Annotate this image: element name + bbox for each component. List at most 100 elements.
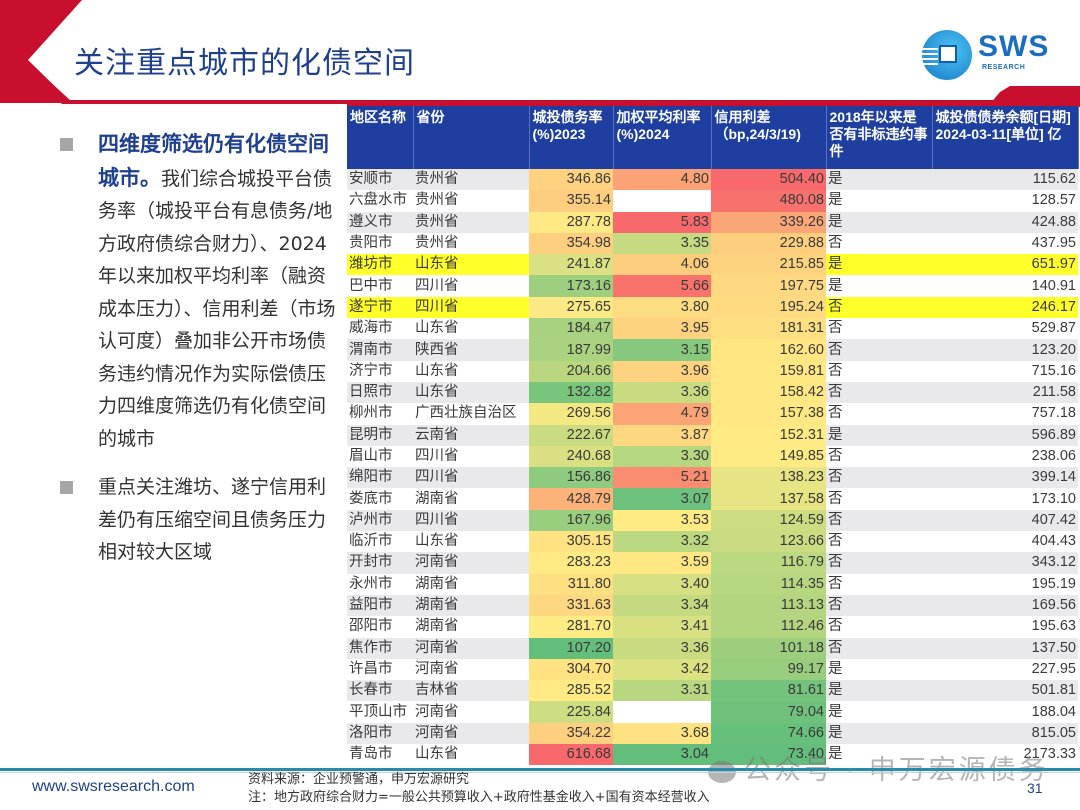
cell-city: 永州市 — [347, 573, 413, 595]
cell-province: 云南省 — [413, 424, 529, 446]
table-row: 眉山市 四川省 240.68 3.30 149.85 否 238.06 — [347, 445, 1078, 468]
cell-rate: 3.53 — [613, 509, 711, 532]
formula-note: 注：地方政府综合财力=一般公共预算收入+政府性基金收入+国有资本经营收入 — [248, 790, 710, 805]
cell-balance: 211.58 — [932, 381, 1078, 404]
cell-spread: 339.26 — [711, 211, 826, 233]
cell-rate: 3.42 — [613, 658, 711, 681]
cell-debt-ratio: 187.99 — [529, 339, 613, 361]
cell-debt-ratio: 275.65 — [529, 296, 613, 319]
cell-balance: 246.17 — [932, 296, 1078, 319]
cell-spread: 81.61 — [711, 680, 826, 702]
table-row: 日照市 山东省 132.82 3.36 158.42 否 211.58 — [347, 381, 1078, 404]
bullet-emphasis: 四维度筛选仍有化债空间城市。 — [98, 132, 329, 190]
cell-spread: 215.85 — [711, 254, 826, 276]
cell-city: 临沂市 — [347, 531, 413, 553]
cell-debt-ratio: 167.96 — [529, 509, 613, 532]
cell-rate: 3.68 — [613, 722, 711, 745]
table-row: 贵阳市 贵州省 354.98 3.35 229.88 否 437.95 — [347, 232, 1078, 255]
cell-province: 湖南省 — [413, 616, 529, 638]
logo-subtext: RESEARCH — [982, 64, 1026, 71]
cell-debt-ratio: 616.68 — [529, 744, 613, 766]
bullet-square-icon — [60, 138, 73, 151]
red-corner — [990, 86, 1080, 104]
footer-url-link[interactable]: www.swsresearch.com — [32, 778, 195, 795]
cell-province: 山东省 — [413, 381, 529, 404]
cell-city: 洛阳市 — [347, 722, 413, 745]
cell-spread: 116.79 — [711, 552, 826, 574]
cell-debt-ratio: 285.52 — [529, 680, 613, 702]
cell-spread: 504.40 — [711, 169, 826, 191]
cell-debt-ratio: 156.86 — [529, 467, 613, 489]
cell-rate: 3.59 — [613, 552, 711, 574]
cell-debt-ratio: 304.70 — [529, 658, 613, 681]
cell-balance: 188.04 — [932, 701, 1078, 723]
cell-spread: 137.58 — [711, 488, 826, 510]
cell-default: 是 — [826, 744, 932, 766]
cell-debt-ratio: 354.98 — [529, 232, 613, 255]
cell-spread: 113.13 — [711, 594, 826, 617]
cell-province: 吉林省 — [413, 680, 529, 702]
cell-province: 河南省 — [413, 637, 529, 659]
cell-balance: 399.14 — [932, 467, 1078, 489]
cell-city: 焦作市 — [347, 637, 413, 659]
cell-city: 安顺市 — [347, 169, 413, 191]
cell-city: 六盘水市 — [347, 190, 413, 212]
table-row: 开封市 河南省 283.23 3.59 116.79 否 343.12 — [347, 552, 1078, 574]
table-row: 六盘水市 贵州省 355.14 480.08 是 128.57 — [347, 190, 1078, 212]
table-header-row: 地区名称 省份 城投债务率(%)2023 加权平均利率(%)2024 信用利差（… — [347, 106, 1079, 169]
cell-default: 是 — [826, 424, 932, 446]
cell-balance: 501.81 — [932, 680, 1078, 702]
footer-notes: 资料来源：企业预警通，申万宏源研究 注：地方政府综合财力=一般公共预算收入+政府… — [248, 771, 710, 807]
cell-default: 否 — [826, 594, 932, 617]
col-header-city: 地区名称 — [347, 106, 414, 169]
table-row: 昆明市 云南省 222.67 3.87 152.31 是 596.89 — [347, 424, 1078, 446]
cell-balance: 123.20 — [932, 339, 1078, 361]
cell-rate — [613, 190, 711, 212]
cell-province: 河南省 — [413, 658, 529, 681]
col-header-spread: 信用利差（bp,24/3/19) — [711, 106, 827, 169]
cell-rate: 3.04 — [613, 744, 711, 766]
cell-province: 湖南省 — [413, 594, 529, 617]
cell-province: 山东省 — [413, 744, 529, 766]
cell-rate: 3.36 — [613, 637, 711, 659]
cell-balance: 2173.33 — [932, 744, 1078, 766]
summary-panel: 四维度筛选仍有化债空间城市。我们综合城投平台债务率（城投平台有息债务/地方政府债… — [60, 128, 342, 585]
cell-debt-ratio: 331.63 — [529, 594, 613, 617]
cell-default: 是 — [826, 701, 932, 723]
cell-spread: 159.81 — [711, 360, 826, 382]
col-header-debt-ratio: 城投债务率(%)2023 — [529, 106, 614, 169]
cell-debt-ratio: 428.79 — [529, 488, 613, 510]
cell-city: 柳州市 — [347, 403, 413, 425]
table-row: 遵义市 贵州省 287.78 5.83 339.26 是 424.88 — [347, 211, 1078, 233]
cell-default: 是 — [826, 680, 932, 702]
cell-spread: 162.60 — [711, 339, 826, 361]
cell-balance: 169.56 — [932, 594, 1078, 617]
cell-rate: 3.32 — [613, 531, 711, 553]
table-top-rule — [347, 104, 1080, 107]
cell-default: 否 — [826, 360, 932, 382]
cell-default: 否 — [826, 296, 932, 319]
cell-city: 平顶山市 — [347, 701, 413, 723]
page-title: 关注重点城市的化债空间 — [74, 46, 415, 81]
cell-rate: 3.35 — [613, 232, 711, 255]
cell-debt-ratio: 173.16 — [529, 275, 613, 297]
cell-city: 渭南市 — [347, 339, 413, 361]
sws-logo: SWS RESEARCH — [922, 28, 1062, 84]
table-row: 渭南市 陕西省 187.99 3.15 162.60 否 123.20 — [347, 339, 1078, 361]
table-row: 许昌市 河南省 304.70 3.42 99.17 是 227.95 — [347, 658, 1078, 681]
col-header-rate: 加权平均利率(%)2024 — [613, 106, 712, 169]
table-row: 济宁市 山东省 204.66 3.96 159.81 否 715.16 — [347, 360, 1078, 382]
cell-spread: 158.42 — [711, 381, 826, 404]
table-row: 洛阳市 河南省 354.22 3.68 74.66 是 815.05 — [347, 722, 1078, 745]
cell-default: 否 — [826, 531, 932, 553]
cell-spread: 74.66 — [711, 722, 826, 745]
cell-rate: 3.80 — [613, 296, 711, 319]
cell-spread: 101.18 — [711, 637, 826, 659]
cell-rate: 3.95 — [613, 318, 711, 340]
cell-default: 否 — [826, 318, 932, 340]
cell-debt-ratio: 311.80 — [529, 573, 613, 595]
cell-rate: 4.80 — [613, 169, 711, 191]
cell-city: 益阳市 — [347, 594, 413, 617]
cell-city: 青岛市 — [347, 744, 413, 766]
table-row: 泸州市 四川省 167.96 3.53 124.59 否 407.42 — [347, 509, 1078, 532]
